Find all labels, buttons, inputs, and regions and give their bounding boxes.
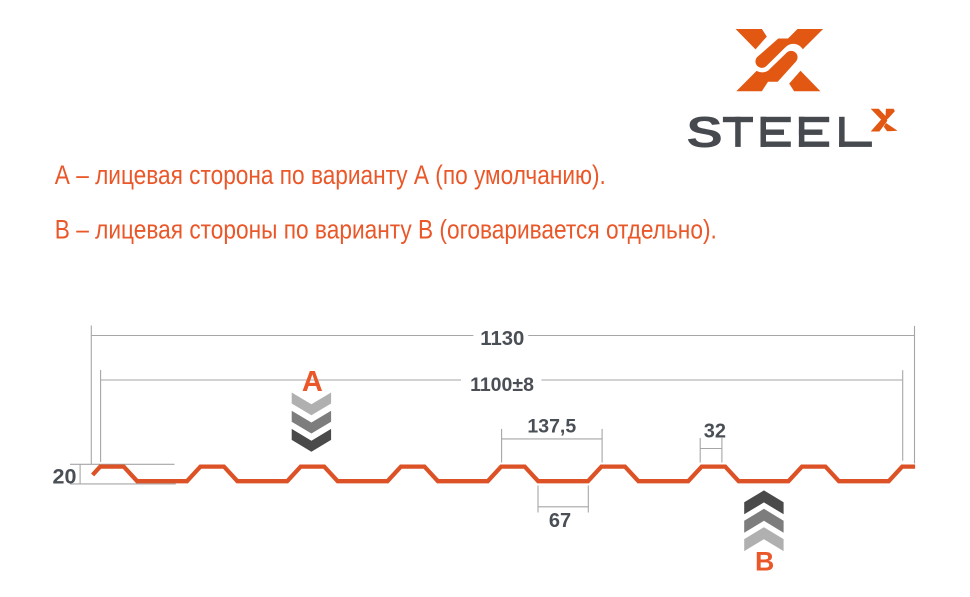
svg-text:32: 32 [704, 421, 726, 443]
svg-text:137,5: 137,5 [527, 416, 576, 438]
svg-text:67: 67 [549, 510, 571, 532]
svg-text:А – лицевая сторона по вариант: А – лицевая сторона по варианту А (по ум… [55, 160, 606, 190]
svg-text:B: B [755, 546, 774, 576]
svg-text:В – лицевая стороны по вариант: В – лицевая стороны по варианту В (огова… [55, 215, 717, 245]
svg-text:1100±8: 1100±8 [470, 374, 534, 396]
svg-text:20: 20 [53, 465, 77, 489]
svg-text:1130: 1130 [480, 328, 524, 350]
svg-text:S: S [686, 107, 723, 156]
svg-text:A: A [302, 366, 323, 398]
